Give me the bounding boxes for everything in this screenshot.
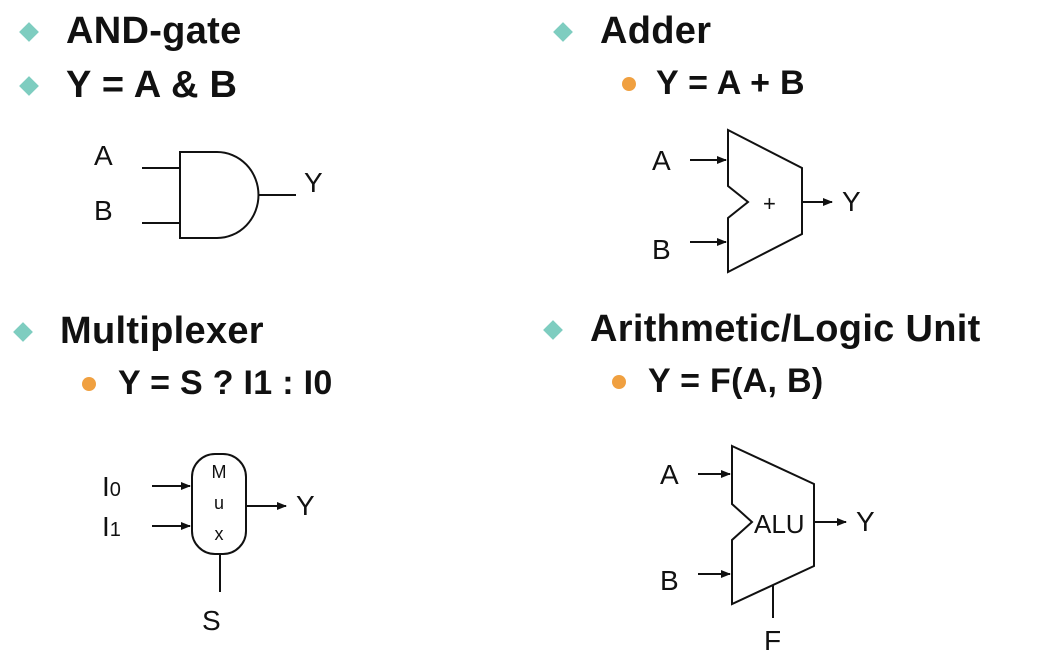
alu-label: ALU: [754, 509, 805, 539]
alu-diagram: [698, 444, 847, 618]
alu-input-b-label: B: [660, 565, 679, 596]
mux-diagram: [152, 453, 287, 592]
alu-heading-row: Arithmetic/Logic Unit: [543, 308, 981, 351]
adder-heading-row: Adder: [553, 10, 712, 53]
adder-output-label: Y: [842, 186, 861, 217]
and-gate-input-a-label: A: [94, 140, 113, 171]
adder-input-a-label: A: [652, 145, 671, 176]
adder-symbol: +: [763, 191, 776, 216]
mux-input0-label: I0: [102, 471, 121, 502]
and-gate-equation: Y = A & B: [66, 64, 238, 106]
dot-bullet-icon: [622, 76, 636, 91]
alu-heading: Arithmetic/Logic Unit: [590, 308, 981, 350]
mux-label-x: x: [215, 524, 224, 544]
mux-select-label: S: [202, 605, 221, 636]
mux-equation-row: Y = S ? I1 : I0: [82, 364, 333, 403]
and-gate-heading-row: AND-gate: [19, 10, 242, 53]
mux-heading: Multiplexer: [60, 310, 264, 352]
mux-input1-label: I1: [102, 511, 121, 542]
alu-output-label: Y: [856, 506, 875, 537]
and-gate-body: [179, 151, 260, 239]
and-gate-output-label: Y: [304, 167, 323, 198]
alu-function-label: F: [764, 625, 781, 656]
adder-input-b-label: B: [652, 234, 671, 265]
mux-output-label: Y: [296, 490, 315, 521]
adder-diagram: [690, 128, 833, 274]
adder-equation: Y = A + B: [656, 64, 805, 102]
adder-heading: Adder: [600, 10, 712, 52]
alu-equation: Y = F(A, B): [648, 362, 824, 400]
mux-equation: Y = S ? I1 : I0: [118, 364, 333, 402]
dot-bullet-icon: [82, 376, 96, 391]
and-gate-heading: AND-gate: [66, 10, 242, 52]
and-gate-diagram: [142, 151, 296, 239]
dot-bullet-icon: [612, 374, 626, 389]
adder-body: [727, 128, 803, 274]
mux-label-m: M: [212, 462, 227, 482]
and-gate-input-b-label: B: [94, 195, 113, 226]
mux-heading-row: Multiplexer: [13, 310, 264, 353]
adder-equation-row: Y = A + B: [622, 64, 805, 103]
mux-label-u: u: [214, 493, 224, 513]
alu-input-a-label: A: [660, 459, 679, 490]
alu-body: [731, 444, 815, 606]
and-gate-equation-row: Y = A & B: [19, 64, 238, 107]
alu-equation-row: Y = F(A, B): [612, 362, 824, 401]
